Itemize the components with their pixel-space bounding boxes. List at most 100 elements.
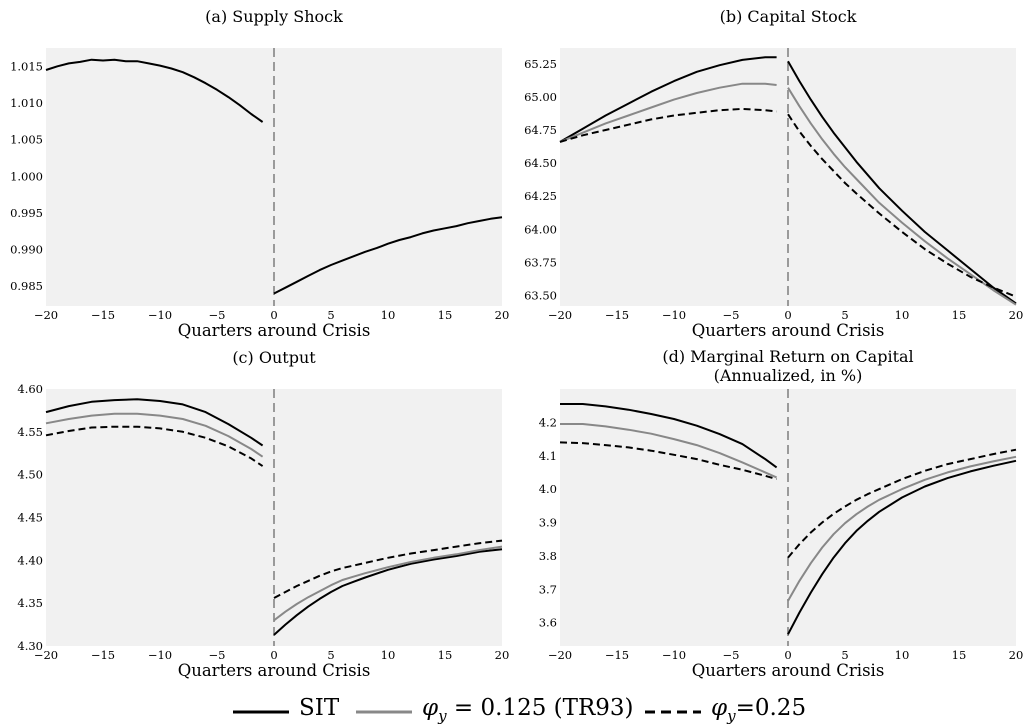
x-tick-label: 10 (895, 308, 910, 322)
panel-2: (c) Output −20 −15 −10 −5 0 5 10 15 20 4.30 4.35 4.4… (17, 348, 509, 680)
series-line-tr93-post (273, 545, 503, 622)
y-tick-label: 63.75 (524, 255, 557, 269)
x-tick-label: 20 (1009, 648, 1024, 662)
panels: (a) Supply Shock −20 −15 −10 −5 0 5 10 15 20 0.985… (10, 7, 1023, 680)
series-line-sit-pre (560, 403, 778, 469)
x-tick-label: 5 (327, 648, 334, 662)
x-tick-label: 10 (895, 648, 910, 662)
y-tick-label: 4.45 (17, 511, 43, 525)
y-tick-label: 1.010 (10, 96, 43, 110)
series-line-sit-post (787, 459, 1017, 635)
x-tick-label: 5 (327, 308, 334, 322)
y-tick-label: 4.60 (17, 382, 43, 396)
legend-label-tr93-main: φ (422, 695, 439, 721)
legend-label-tr93: φy = 0.125 (TR93) (422, 695, 634, 724)
series-line-phi25-pre (559, 441, 777, 481)
panel-0: (a) Supply Shock −20 −15 −10 −5 0 5 10 15 20 0.985… (10, 7, 509, 340)
x-tick-label: 20 (495, 648, 510, 662)
series-line-sit-post (787, 60, 1017, 305)
x-tick-label: 0 (784, 648, 791, 662)
y-tick-label: 4.1 (539, 449, 557, 463)
legend-label-sit: SIT (299, 695, 340, 721)
x-tick-label: −5 (209, 648, 226, 662)
y-tick-label: 4.50 (17, 468, 43, 482)
x-tick-label: −5 (209, 308, 226, 322)
y-tick-label: 0.985 (10, 279, 43, 293)
y-tick-label: 3.8 (539, 549, 557, 563)
series-line-tr93-pre (560, 423, 778, 479)
legend: SIT φy = 0.125 (TR93) φy=0.25 (233, 695, 806, 724)
series-line-tr93-pre (45, 412, 264, 458)
x-tick-label: −10 (148, 648, 172, 662)
series-line-tr93-post (787, 87, 1017, 306)
x-tick-label: 0 (784, 308, 791, 322)
series-line-sit-pre (45, 398, 264, 447)
y-tick-label: 4.55 (17, 425, 43, 439)
y-tick-label: 1.015 (10, 59, 43, 73)
panel-3: (d) Marginal Return on Capital(Annualize… (539, 347, 1024, 680)
x-tick-label: −20 (548, 308, 572, 322)
x-tick-label: 5 (841, 308, 848, 322)
panel-title: (c) Output (232, 348, 316, 367)
panel-title: (a) Supply Shock (205, 7, 343, 26)
y-tick-label: 64.25 (524, 189, 557, 203)
x-tick-label: 0 (270, 648, 277, 662)
panel-1: (b) Capital Stock −20 −15 −10 −5 0 5 10 15 20 63.5… (524, 7, 1023, 340)
legend-label-tr93-sub: y (437, 707, 447, 724)
x-tick-label: −15 (91, 648, 115, 662)
y-tick-label: 4.40 (17, 553, 43, 567)
y-tick-label: 1.000 (10, 169, 43, 183)
panel-title: (d) Marginal Return on Capital (662, 347, 913, 366)
y-tick-label: 64.50 (524, 156, 557, 170)
x-tick-label: 20 (495, 308, 510, 322)
series-line-phi25-pre (45, 425, 264, 467)
series-line-tr93-post (787, 455, 1017, 602)
y-tick-label: 64.00 (524, 222, 557, 236)
y-tick-label: 0.990 (10, 243, 43, 257)
y-tick-label: 3.7 (539, 582, 557, 596)
y-tick-label: 4.35 (17, 596, 43, 610)
panel-subtitle: (Annualized, in %) (714, 366, 863, 385)
x-tick-label: 0 (270, 308, 277, 322)
series-line-sit-pre (559, 56, 777, 143)
x-tick-label: −15 (605, 308, 629, 322)
x-tick-label: −20 (548, 648, 572, 662)
series-line-sit-post (273, 548, 503, 636)
legend-label-tr93-rest: = 0.125 (TR93) (447, 695, 634, 721)
legend-label-phi25-main: φ (711, 695, 728, 721)
series-line-sit-pre (45, 58, 264, 123)
x-axis-label: Quarters around Crisis (692, 661, 885, 680)
x-tick-label: 5 (841, 648, 848, 662)
series-line-phi25-pre (559, 107, 777, 143)
legend-label-phi25: φy=0.25 (711, 695, 806, 724)
y-tick-label: 1.005 (10, 133, 43, 147)
x-tick-label: 15 (438, 648, 453, 662)
y-tick-label: 64.75 (524, 123, 557, 137)
x-tick-label: −10 (662, 308, 686, 322)
y-tick-label: 3.6 (539, 616, 557, 630)
x-tick-label: 10 (381, 648, 396, 662)
legend-label-phi25-sub: y (726, 707, 736, 724)
series-line-phi25-post (787, 113, 1017, 298)
x-tick-label: 10 (381, 308, 396, 322)
y-tick-label: 65.00 (524, 90, 557, 104)
x-tick-label: 15 (952, 648, 967, 662)
series-line-phi25-post (787, 448, 1017, 559)
x-tick-label: −5 (723, 308, 740, 322)
panel-title: (b) Capital Stock (720, 7, 857, 26)
y-tick-label: 63.50 (524, 288, 557, 302)
y-tick-label: 0.995 (10, 206, 43, 220)
y-tick-label: 3.9 (539, 516, 557, 530)
y-tick-label: 4.30 (17, 639, 43, 653)
legend-label-phi25-rest: =0.25 (736, 695, 806, 721)
x-tick-label: 15 (952, 308, 967, 322)
x-tick-label: 20 (1009, 308, 1024, 322)
y-tick-label: 4.0 (539, 482, 557, 496)
x-tick-label: 15 (438, 308, 453, 322)
x-axis-label: Quarters around Crisis (692, 321, 885, 340)
x-tick-label: −20 (34, 308, 58, 322)
series-line-tr93-pre (559, 82, 777, 143)
x-tick-label: −10 (662, 648, 686, 662)
x-tick-label: −5 (723, 648, 740, 662)
